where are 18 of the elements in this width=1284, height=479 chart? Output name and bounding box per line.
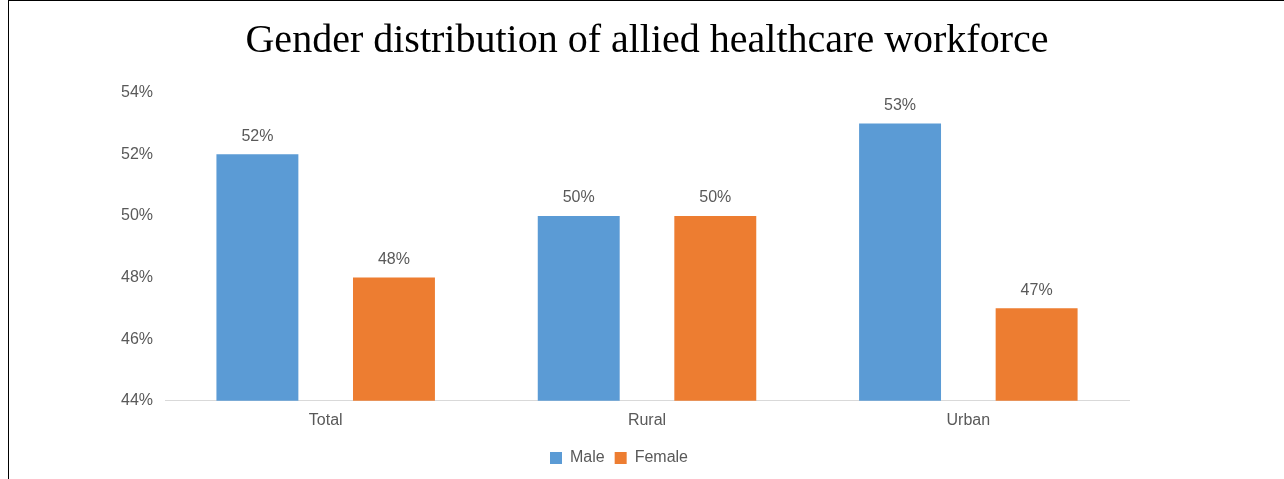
data-label: 50% [699,188,732,206]
x-tick-label: Total [308,410,343,428]
data-label: 47% [1020,280,1053,298]
legend-label: Male [569,448,605,466]
y-tick-label: 48% [120,267,154,285]
chart-title: Gender distribution of allied healthcare workforce [244,15,1050,62]
y-tick-label: 50% [120,206,154,224]
y-tick-label: 54% [120,83,154,101]
x-tick-label: Rural [627,410,667,428]
data-label: 52% [241,126,274,144]
y-tick-label: 52% [120,144,154,162]
data-label: 48% [377,249,410,267]
x-tick-label: Urban [946,410,991,428]
y-tick-label: 46% [120,329,154,347]
legend-label: Female [634,448,689,466]
y-tick-label: 44% [120,391,154,409]
data-label: 53% [884,95,917,113]
data-label: 50% [562,188,595,206]
